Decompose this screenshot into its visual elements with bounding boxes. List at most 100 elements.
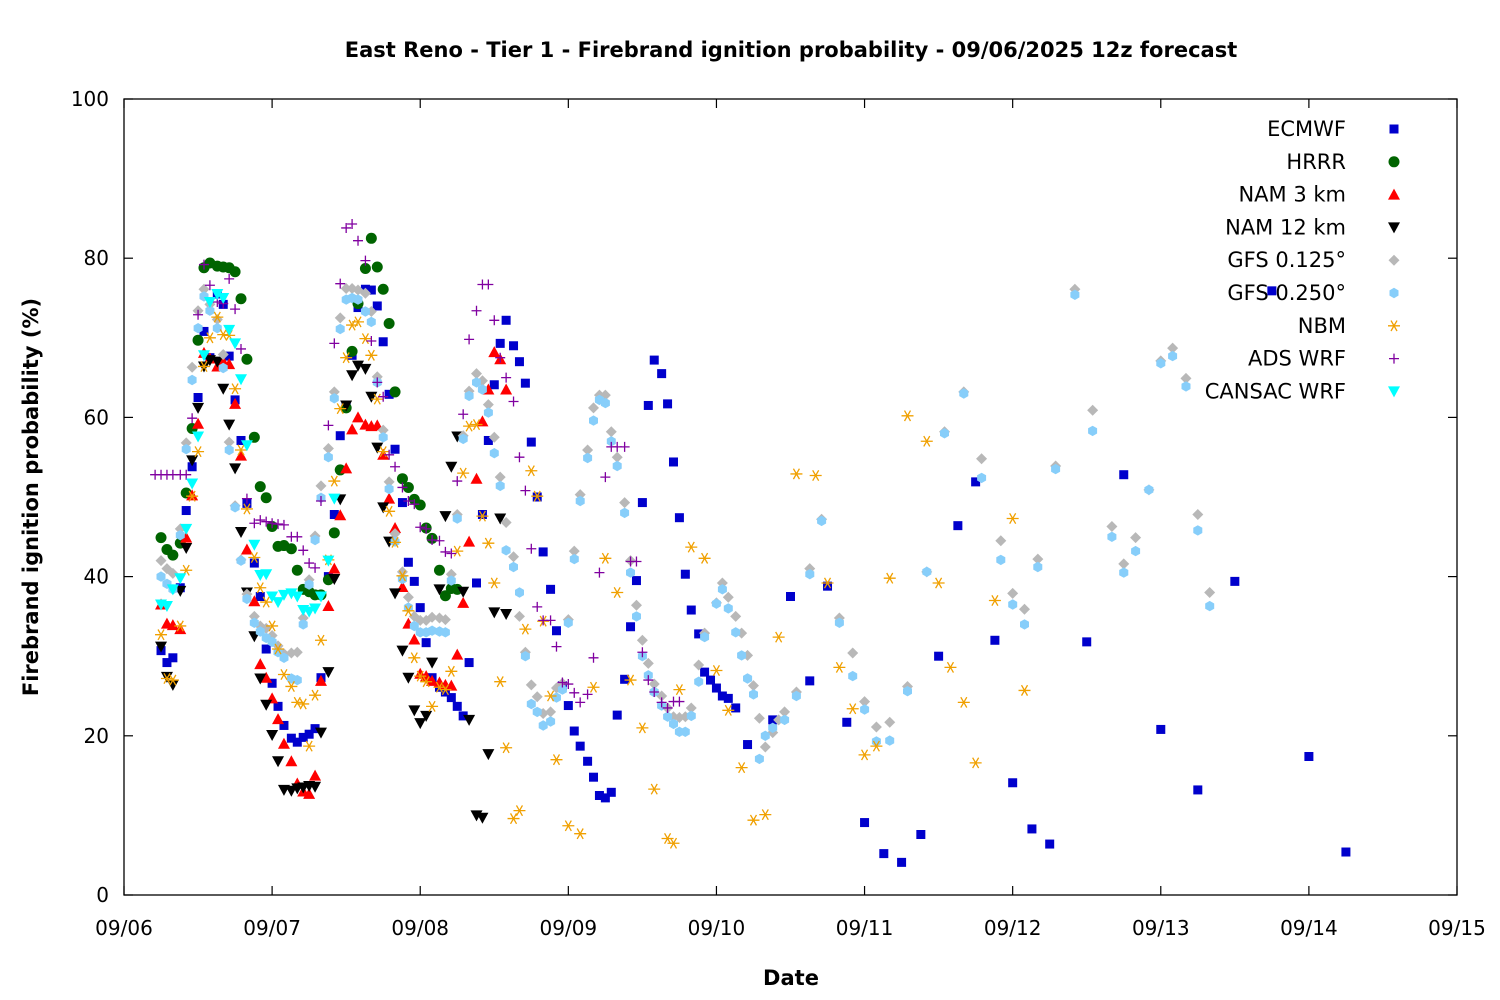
data-point xyxy=(662,702,673,713)
data-point xyxy=(217,383,230,395)
data-point xyxy=(464,334,475,345)
data-point xyxy=(569,687,580,698)
data-point xyxy=(657,369,667,379)
data-point xyxy=(192,402,205,414)
data-point xyxy=(494,676,507,688)
data-point xyxy=(482,399,494,411)
data-point xyxy=(1033,561,1043,573)
data-point xyxy=(1193,525,1203,536)
x-axis-label: Date xyxy=(763,966,819,990)
data-point xyxy=(383,492,396,504)
data-point xyxy=(562,820,575,832)
data-point xyxy=(494,513,507,525)
data-point xyxy=(346,345,358,357)
data-point xyxy=(260,569,273,581)
data-point xyxy=(451,545,464,557)
data-point xyxy=(240,503,253,515)
data-point xyxy=(897,857,907,867)
data-point xyxy=(255,592,265,601)
data-point xyxy=(575,697,586,708)
data-point xyxy=(786,592,795,601)
data-point xyxy=(706,675,716,685)
data-point xyxy=(323,420,334,431)
data-point xyxy=(347,218,358,229)
data-point xyxy=(365,232,377,244)
data-point xyxy=(199,326,209,336)
data-point xyxy=(870,721,882,733)
data-point xyxy=(508,551,520,563)
data-point xyxy=(229,266,241,278)
data-point xyxy=(223,436,235,448)
data-point xyxy=(377,424,389,436)
data-point xyxy=(328,386,340,398)
data-point xyxy=(669,718,678,730)
data-point xyxy=(254,673,267,685)
legend-label: GFS 0.250° xyxy=(1227,281,1346,305)
data-point xyxy=(550,754,563,766)
data-point xyxy=(328,573,341,585)
data-point xyxy=(335,431,345,441)
data-point xyxy=(971,477,981,487)
data-point xyxy=(588,402,600,414)
x-tick-label: 09/10 xyxy=(688,916,746,940)
legend-marker xyxy=(1388,188,1400,200)
data-point xyxy=(181,506,191,516)
data-point xyxy=(1070,289,1080,300)
data-point xyxy=(223,419,236,431)
data-point xyxy=(673,684,686,696)
data-point xyxy=(611,586,624,599)
data-point xyxy=(211,311,224,323)
data-point xyxy=(526,698,536,710)
data-point xyxy=(192,334,204,346)
data-point xyxy=(711,683,721,693)
data-point xyxy=(360,255,371,266)
data-point xyxy=(254,481,266,493)
data-point xyxy=(315,495,326,506)
data-point xyxy=(421,638,431,648)
data-point xyxy=(166,584,179,596)
legend-label: ADS WRF xyxy=(1248,347,1346,371)
legend-marker xyxy=(1389,287,1399,299)
data-point xyxy=(266,620,279,632)
data-point xyxy=(488,577,501,589)
data-point xyxy=(1193,785,1203,795)
data-point xyxy=(167,549,179,561)
data-point xyxy=(229,463,242,475)
data-point xyxy=(842,717,852,727)
data-point xyxy=(587,681,600,693)
data-point xyxy=(957,696,970,708)
data-point xyxy=(631,556,642,567)
data-point xyxy=(612,710,622,720)
data-point xyxy=(408,705,421,717)
data-point xyxy=(934,651,944,661)
data-point xyxy=(155,641,168,653)
data-point xyxy=(1006,512,1019,525)
data-point xyxy=(291,564,303,576)
data-point xyxy=(470,472,483,484)
data-point xyxy=(1192,509,1204,521)
data-point xyxy=(277,589,290,601)
data-point xyxy=(735,762,748,774)
data-point xyxy=(415,522,426,533)
data-point xyxy=(353,294,363,305)
data-point xyxy=(457,586,470,598)
data-point xyxy=(940,428,949,439)
data-point xyxy=(1107,531,1117,542)
data-point xyxy=(471,305,482,316)
data-point xyxy=(235,444,248,456)
data-point xyxy=(477,384,487,395)
data-point xyxy=(340,462,353,474)
data-point xyxy=(366,285,376,295)
data-point xyxy=(230,304,241,315)
data-point xyxy=(445,461,458,473)
legend-marker xyxy=(1388,156,1400,168)
data-point xyxy=(229,383,242,395)
data-point xyxy=(426,611,438,623)
data-point xyxy=(482,537,495,549)
data-point xyxy=(248,610,260,622)
data-point xyxy=(205,305,215,316)
data-point xyxy=(421,523,432,534)
data-point xyxy=(790,468,803,480)
data-point xyxy=(582,444,594,456)
chart-title: East Reno - Tier 1 - Firebrand ignition … xyxy=(345,38,1238,62)
